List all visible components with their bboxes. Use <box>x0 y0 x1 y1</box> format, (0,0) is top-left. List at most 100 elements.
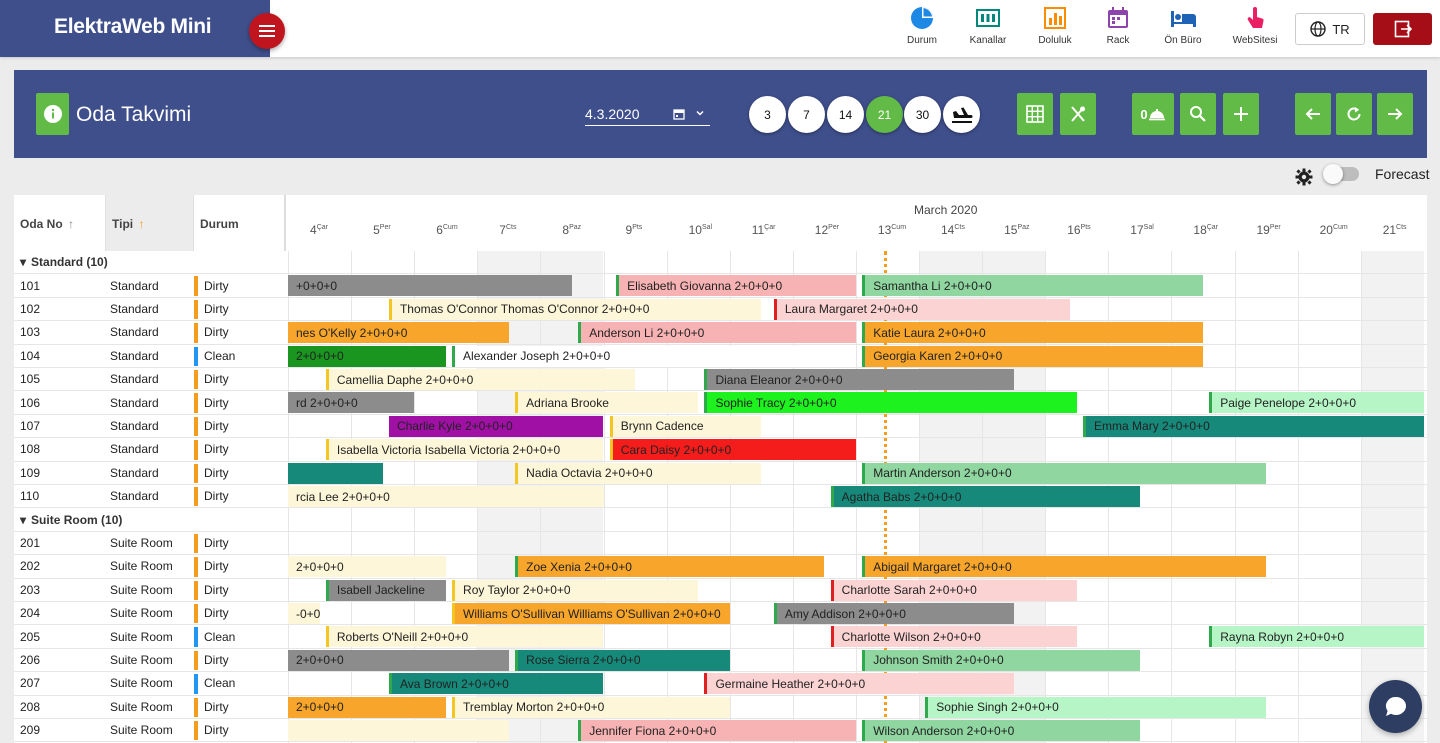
room-row[interactable]: 104 Standard Clean <box>14 345 1427 368</box>
departures-button[interactable] <box>943 96 980 133</box>
reservation-bar[interactable]: Jennifer Fiona 2+0+0+0 <box>578 720 856 741</box>
language-button[interactable]: TR <box>1295 13 1365 45</box>
chat-button[interactable] <box>1369 680 1422 733</box>
reservation-bar[interactable]: +0+0+0 <box>288 275 572 297</box>
reservation-bar[interactable]: Diana Eleanor 2+0+0+0 <box>704 369 1014 390</box>
room-row[interactable]: 101 Standard Dirty <box>14 274 1427 298</box>
logout-button[interactable] <box>1373 13 1432 45</box>
room-row[interactable]: 103 Standard Dirty <box>14 321 1427 345</box>
reservation-bar[interactable]: Nadia Octavia 2+0+0+0 <box>515 462 762 484</box>
reservation-bar[interactable]: rd 2+0+0+0 <box>288 392 415 414</box>
group-row[interactable]: ▾ Standard (10) <box>14 251 1427 275</box>
reservation-bar[interactable] <box>288 462 383 484</box>
room-row[interactable]: 202 Suite Room Dirty <box>14 555 1427 579</box>
reservation-bar[interactable]: Katie Laura 2+0+0+0 <box>862 322 1203 344</box>
prev-button[interactable] <box>1295 93 1331 135</box>
room-row[interactable]: 209 Suite Room Dirty <box>14 719 1427 743</box>
reservation-bar[interactable]: Martin Anderson 2+0+0+0 <box>862 462 1267 484</box>
nav-on-buro[interactable]: Ön Büro <box>1151 5 1215 53</box>
range-button-21[interactable]: 21 <box>866 96 903 133</box>
room-row[interactable]: 201 Suite Room Dirty <box>14 532 1427 556</box>
room-row[interactable]: 105 Standard Dirty <box>14 368 1427 392</box>
reservation-bar[interactable]: Anderson Li 2+0+0+0 <box>578 322 856 344</box>
reservation-bar[interactable]: 2+0+0+0 <box>288 556 446 578</box>
reservation-bar[interactable]: Johnson Smith 2+0+0+0 <box>862 649 1140 671</box>
menu-button[interactable] <box>249 13 285 49</box>
reservation-bar[interactable]: Isabella Victoria Isabella Victoria 2+0+… <box>325 439 604 461</box>
calendar-small-icon[interactable] <box>673 108 685 120</box>
room-row[interactable]: 102 Standard Dirty <box>14 298 1427 322</box>
column-header-room[interactable]: Oda No ↑ <box>14 195 106 251</box>
room-row[interactable]: 106 Standard Dirty <box>14 391 1427 415</box>
reservation-bar[interactable]: Wilson Anderson 2+0+0+0 <box>862 720 1140 741</box>
add-button[interactable] <box>1223 93 1259 135</box>
reservation-bar[interactable]: Zoe Xenia 2+0+0+0 <box>515 556 825 578</box>
reservation-bar[interactable]: 2+0+0+0 <box>288 649 509 671</box>
column-header-status[interactable]: Durum <box>194 195 286 251</box>
reservation-bar[interactable]: Emma Mary 2+0+0+0 <box>1083 415 1424 437</box>
reservation-bar[interactable]: 2+0+0+0 <box>288 696 446 718</box>
reservation-bar[interactable] <box>288 720 509 741</box>
reservation-bar[interactable]: Brynn Cadence <box>609 415 762 437</box>
reservation-bar[interactable]: Paige Penelope 2+0+0+0 <box>1209 392 1424 414</box>
reservation-bar[interactable]: Agatha Babs 2+0+0+0 <box>830 486 1140 507</box>
room-service-button[interactable]: 0 <box>1132 93 1174 135</box>
room-row[interactable]: 208 Suite Room Dirty <box>14 696 1427 719</box>
nav-kanallar[interactable]: Kanallar <box>956 5 1020 53</box>
chevron-down-icon[interactable] <box>695 108 705 118</box>
reservation-bar[interactable]: Germaine Heather 2+0+0+0 <box>704 673 1014 695</box>
reservation-bar[interactable]: Sophie Singh 2+0+0+0 <box>925 696 1267 718</box>
reservation-bar[interactable]: nes O'Kelly 2+0+0+0 <box>288 322 509 344</box>
reservation-bar[interactable]: Sophie Tracy 2+0+0+0 <box>704 392 1077 414</box>
reservation-bar[interactable]: Adriana Brooke <box>515 392 699 414</box>
reservation-bar[interactable]: Charlotte Wilson 2+0+0+0 <box>830 626 1077 648</box>
gear-icon[interactable] <box>1295 168 1313 186</box>
reservation-bar[interactable]: Samantha Li 2+0+0+0 <box>862 275 1203 297</box>
reservation-bar[interactable]: Isabell Jackeline <box>325 579 446 601</box>
reservation-bar[interactable]: -0+0+0 <box>288 603 320 624</box>
range-button-14[interactable]: 14 <box>827 96 864 133</box>
date-picker[interactable]: 4.3.2020 <box>585 106 710 126</box>
room-row[interactable]: 107 Standard Dirty <box>14 415 1427 439</box>
room-row[interactable]: 203 Suite Room Dirty <box>14 579 1427 602</box>
reservation-bar[interactable]: Tremblay Morton 2+0+0+0 <box>452 696 730 718</box>
reservation-bar[interactable]: Laura Margaret 2+0+0+0 <box>773 298 1071 320</box>
reservation-bar[interactable]: rcia Lee 2+0+0+0 <box>288 486 604 507</box>
reservation-bar[interactable]: 2+0+0+0 <box>288 345 446 367</box>
reservation-bar[interactable]: Abigail Margaret 2+0+0+0 <box>862 556 1267 578</box>
nav-websitesi[interactable]: WebSitesi <box>1223 5 1287 53</box>
reservation-bar[interactable]: Cara Daisy 2+0+0+0 <box>609 439 856 461</box>
reservation-bar[interactable]: Amy Addison 2+0+0+0 <box>773 603 1014 624</box>
reservation-bar[interactable]: Rose Sierra 2+0+0+0 <box>515 649 730 671</box>
reservation-bar[interactable]: Georgia Karen 2+0+0+0 <box>862 345 1203 367</box>
nav-doluluk[interactable]: Doluluk <box>1023 5 1087 53</box>
reservation-bar[interactable]: Elisabeth Giovanna 2+0+0+0 <box>616 275 856 297</box>
reservation-bar[interactable]: Ava Brown 2+0+0+0 <box>388 673 604 695</box>
reservation-bar[interactable]: Alexander Joseph 2+0+0+0 <box>452 345 856 367</box>
reservation-bar[interactable]: Roy Taylor 2+0+0+0 <box>452 579 699 601</box>
nav-rack[interactable]: Rack <box>1086 5 1150 53</box>
nav-durum[interactable]: Durum <box>890 5 954 53</box>
reservation-bar[interactable]: Rayna Robyn 2+0+0+0 <box>1209 626 1424 648</box>
reservation-bar[interactable]: Thomas O'Connor Thomas O'Connor 2+0+0+0 <box>388 298 762 320</box>
caret-down-icon[interactable]: ▾ <box>20 255 27 270</box>
room-row[interactable]: 109 Standard Dirty <box>14 462 1427 485</box>
refresh-button[interactable] <box>1336 93 1372 135</box>
restaurant-button[interactable] <box>1060 93 1096 135</box>
caret-down-icon[interactable]: ▾ <box>20 512 27 527</box>
room-row[interactable]: 207 Suite Room Clean <box>14 672 1427 696</box>
reservation-bar[interactable]: Camellia Daphe 2+0+0+0 <box>325 369 636 390</box>
column-header-type[interactable]: Tipi ↑ <box>106 195 194 251</box>
group-row[interactable]: ▾ Suite Room (10) <box>14 508 1427 532</box>
room-row[interactable]: 110 Standard Dirty <box>14 485 1427 509</box>
room-row[interactable]: 206 Suite Room Dirty <box>14 649 1427 673</box>
reservation-bar[interactable]: Williams O'Sullivan Williams O'Sullivan … <box>452 603 730 624</box>
range-button-30[interactable]: 30 <box>904 96 941 133</box>
reservation-bar[interactable]: Charlotte Sarah 2+0+0+0 <box>830 579 1077 601</box>
grid-view-button[interactable] <box>1017 93 1053 135</box>
info-button[interactable] <box>36 93 69 135</box>
search-button[interactable] <box>1180 93 1216 135</box>
reservation-bar[interactable]: Roberts O'Neill 2+0+0+0 <box>325 626 604 648</box>
room-row[interactable]: 108 Standard Dirty <box>14 438 1427 462</box>
next-button[interactable] <box>1377 93 1413 135</box>
